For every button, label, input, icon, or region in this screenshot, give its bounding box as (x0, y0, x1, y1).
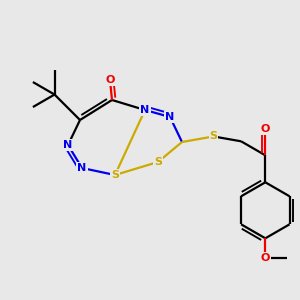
Text: N: N (77, 163, 87, 173)
Text: N: N (165, 112, 175, 122)
Text: N: N (140, 105, 150, 115)
Text: S: S (209, 131, 217, 141)
Text: O: O (261, 253, 270, 263)
Text: N: N (63, 140, 73, 150)
Text: S: S (111, 170, 119, 180)
Text: S: S (154, 157, 162, 167)
Text: O: O (261, 124, 270, 134)
Text: O: O (105, 75, 115, 85)
